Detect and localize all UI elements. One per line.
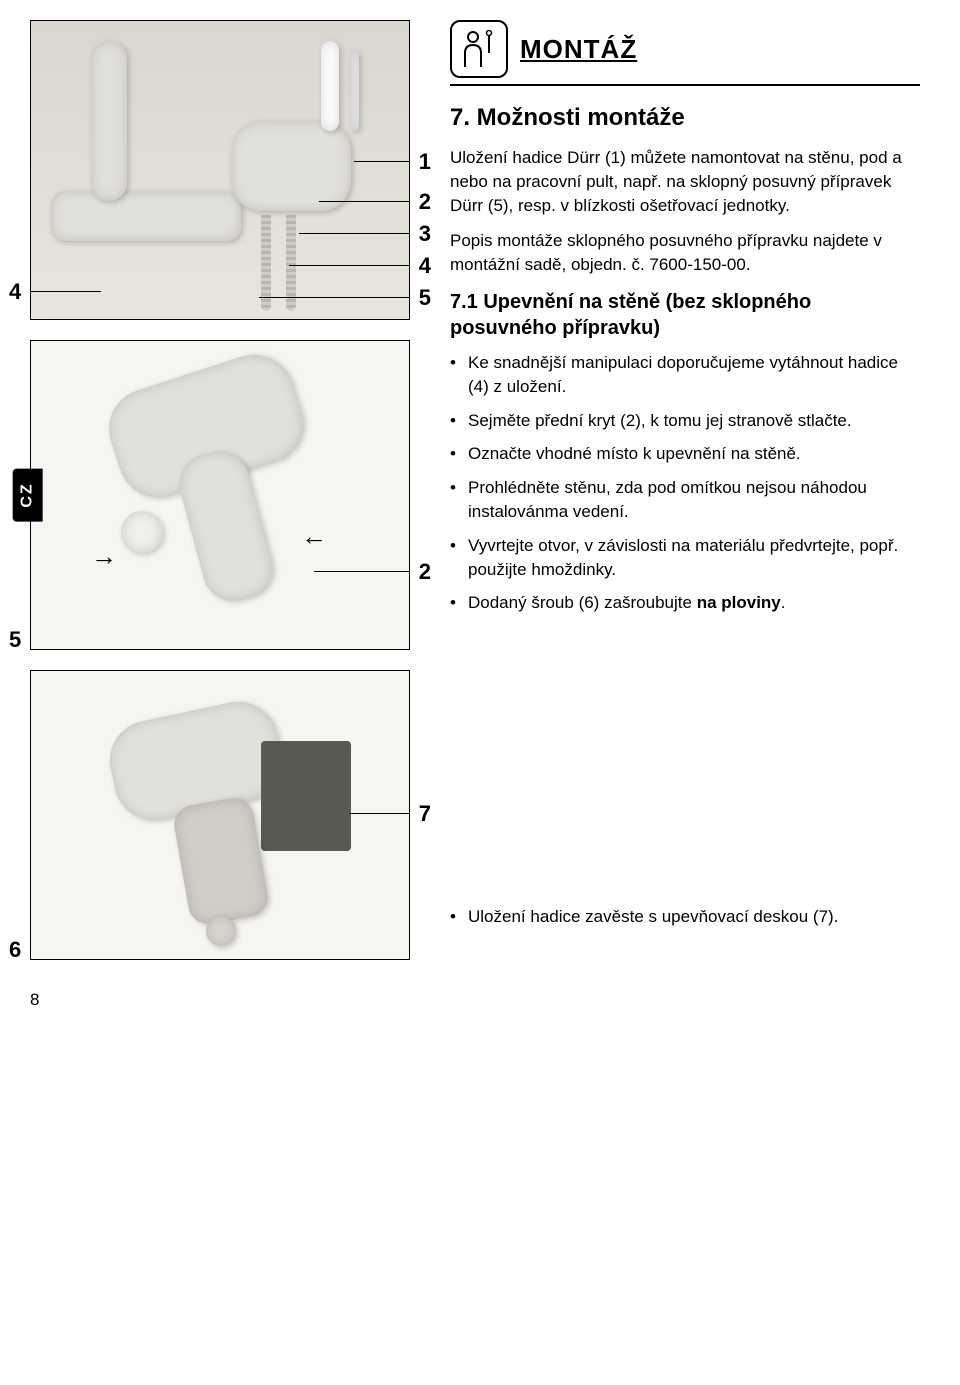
bullet-item: Prohlédněte stěnu, zda pod omítkou nejso… [450,476,920,524]
fig3-label-7: 7 [419,801,431,827]
desc-paragraph: Popis montáže sklopného posuvného přípra… [450,229,920,277]
section-header: MONTÁŽ [450,20,920,86]
fig2-label-5: 5 [9,627,21,653]
fig1-label-4-left: 4 [9,279,21,305]
bullet-item: Označte vhodné místo k upevnění na stěně… [450,442,920,466]
figure-3: 7 6 [30,670,410,960]
fig1-label-5: 5 [419,285,431,311]
bullet-item: Uložení hadice zavěste s upevňovací desk… [450,905,920,929]
bullet-item-bold: Dodaný šroub (6) zašroubujte na ploviny. [450,591,920,615]
fig1-label-1: 1 [419,149,431,175]
arrow-left-icon: ← [301,521,327,552]
subsection-title: 7.1 Upevnění na stěně (bez sklopného pos… [450,289,920,341]
bullet-bold-prefix: Dodaný šroub (6) zašroubujte [468,593,697,612]
figure-1: 1 2 3 4 5 4 [30,20,410,320]
fig1-label-2: 2 [419,189,431,215]
right-column: MONTÁŽ 7. Možnosti montáže Uložení hadic… [450,20,920,1010]
bullet-bold-suffix: na ploviny [697,593,781,612]
assembly-icon [450,20,508,78]
figure-2: CZ → ← 2 5 [30,340,410,650]
intro-paragraph: Uložení hadice Dürr (1) můžete namontova… [450,146,920,217]
bullet-list-2: Uložení hadice zavěste s upevňovací desk… [450,905,920,929]
header-title: MONTÁŽ [520,34,637,65]
fig1-label-4: 4 [419,253,431,279]
fig1-label-3: 3 [419,221,431,247]
bullet-item: Sejměte přední kryt (2), k tomu jej stra… [450,409,920,433]
language-tab: CZ [13,468,43,521]
bullet-item: Vyvrtejte otvor, v závislosti na materiá… [450,534,920,582]
page-number: 8 [30,990,420,1010]
left-column: 1 2 3 4 5 4 CZ → ← 2 5 [30,20,420,1010]
fig2-label-2: 2 [419,559,431,585]
bullet-item: Ke snadnější manipulaci doporučujeme vyt… [450,351,920,399]
fig3-label-6: 6 [9,937,21,963]
section-title: 7. Možnosti montáže [450,104,920,132]
arrow-right-icon: → [91,541,117,572]
bullet-list: Ke snadnější manipulaci doporučujeme vyt… [450,351,920,615]
